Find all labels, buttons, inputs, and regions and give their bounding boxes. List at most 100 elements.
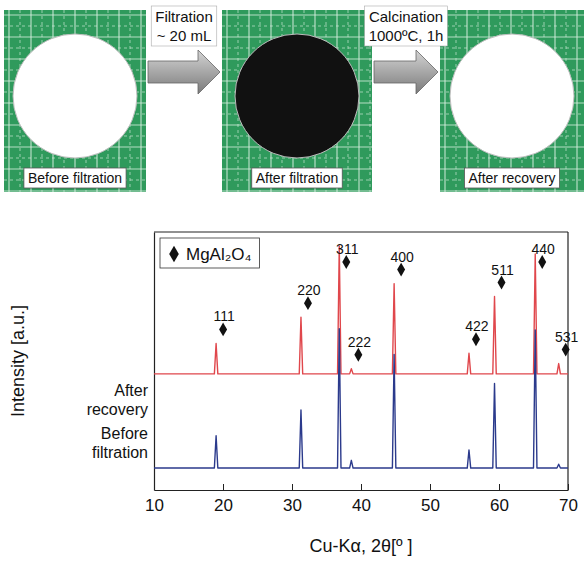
cutting-mat <box>4 10 146 192</box>
peak-label: 220 <box>297 282 321 298</box>
x-tick-mark <box>361 484 362 490</box>
x-tick: 70 <box>559 484 578 515</box>
peak-marker <box>342 255 350 269</box>
panel-label-box <box>464 168 559 188</box>
panel-label-box <box>252 168 342 188</box>
panel-label: Before filtration <box>28 170 122 186</box>
xrd-chart: After recovery Before filtration 10 20 30 40 50 6… <box>8 232 579 556</box>
panel: After filtration <box>222 10 381 202</box>
y-axis <box>154 233 155 491</box>
mat-grid-line <box>222 26 372 27</box>
step-line: ~ 20 mL <box>157 27 212 44</box>
x-tick-label: 20 <box>214 496 233 515</box>
mat-grid-line <box>4 190 146 191</box>
legend-label: MgAl₂O₄ <box>186 245 252 264</box>
x-tick-mark <box>568 484 569 490</box>
peak-marker <box>472 332 480 346</box>
x-tick: 30 <box>283 484 302 515</box>
mat-grid <box>4 10 146 192</box>
x-tick-mark <box>499 484 500 490</box>
figure: Before filtration After filtration After r… <box>0 0 588 572</box>
step-line: 1000ºC, 1h <box>369 27 444 44</box>
step-text: Calcination 1000ºC, 1h <box>369 8 444 44</box>
step-text-box <box>151 6 217 46</box>
series-label-line: Before <box>101 425 148 442</box>
series-label-line: After <box>114 382 148 399</box>
peak-marker <box>538 255 546 269</box>
step-text-box <box>365 6 448 46</box>
process-arrow <box>374 50 438 94</box>
x-axis: 10 20 30 40 50 60 70 <box>145 484 578 515</box>
plot-area <box>154 246 568 468</box>
x-tick: 20 <box>214 484 233 515</box>
x-tick: 60 <box>490 484 509 515</box>
cutting-mat <box>440 10 584 192</box>
peak-label: 531 <box>555 329 579 345</box>
mat-grid-line <box>4 26 146 27</box>
peak-marker <box>498 276 506 290</box>
process-diagram: Before filtration After filtration After r… <box>4 6 588 202</box>
mat-grid-line <box>440 190 584 191</box>
xrd-pattern <box>154 329 568 468</box>
x-tick-mark <box>430 484 431 490</box>
mat-grid <box>440 10 584 192</box>
series-label: Before filtration <box>92 425 148 461</box>
legend: MgAl₂O₄ <box>160 238 260 268</box>
mat-grid-line <box>4 14 146 15</box>
x-tick: 50 <box>421 484 440 515</box>
step-line: Calcination <box>369 8 443 25</box>
process-step: Filtration ~ 20 mL <box>148 6 220 94</box>
filter-disc <box>235 34 359 158</box>
step-text: Filtration ~ 20 mL <box>155 8 213 44</box>
frame-right <box>567 232 568 490</box>
peak-labels: 111 220 311 222 400 422 511 440 531 <box>213 241 578 362</box>
panel-label-box <box>24 168 126 188</box>
x-tick-label: 60 <box>490 496 509 515</box>
series-label: After recovery <box>87 382 149 418</box>
peak-label: 422 <box>465 318 489 334</box>
x-axis-title: Cu-Kα, 2θ[º ] <box>309 536 412 556</box>
cutting-mat <box>222 10 372 192</box>
mat-grid <box>222 10 372 192</box>
peak-label: 511 <box>491 262 514 278</box>
peak-label: 440 <box>532 241 556 257</box>
panel-label: After filtration <box>256 170 338 186</box>
peak-marker <box>304 296 312 310</box>
peak-marker <box>354 348 362 362</box>
legend-marker <box>169 246 179 263</box>
panel-label: After recovery <box>468 170 555 186</box>
process-step: Calcination 1000ºC, 1h <box>365 6 448 94</box>
filter-disc <box>13 34 137 158</box>
panel: Before filtration <box>4 10 152 202</box>
frame-top <box>154 231 568 232</box>
peak-label: 111 <box>213 308 234 324</box>
y-axis-title: Intensity [a.u.] <box>8 305 28 417</box>
x-tick-label: 40 <box>352 496 371 515</box>
x-tick-mark <box>223 484 224 490</box>
mat-grid-line <box>222 190 372 191</box>
x-axis-line <box>155 490 569 491</box>
mat-grid-line <box>440 14 584 15</box>
mat-grid-line <box>440 26 584 27</box>
peak-marker <box>397 263 405 277</box>
peak-label: 400 <box>390 249 414 265</box>
process-arrow <box>148 50 220 94</box>
x-tick-label: 50 <box>421 496 440 515</box>
legend-box <box>160 238 260 268</box>
peak-label: 222 <box>348 334 372 350</box>
series-label-line: recovery <box>87 401 148 418</box>
peak-marker <box>562 343 570 357</box>
x-tick-label: 30 <box>283 496 302 515</box>
series-label-line: filtration <box>92 444 148 461</box>
series-labels: After recovery Before filtration <box>87 382 149 461</box>
y-axis-line <box>154 233 155 491</box>
panel: After recovery <box>440 10 588 202</box>
peak-label: 311 <box>336 241 359 257</box>
peak-marker <box>219 323 227 337</box>
x-tick: 40 <box>352 484 371 515</box>
mat-grid-line <box>222 14 372 15</box>
x-tick-label: 70 <box>559 496 578 515</box>
x-tick-label: 10 <box>145 496 164 515</box>
step-line: Filtration <box>155 8 213 25</box>
x-tick-mark <box>292 484 293 490</box>
